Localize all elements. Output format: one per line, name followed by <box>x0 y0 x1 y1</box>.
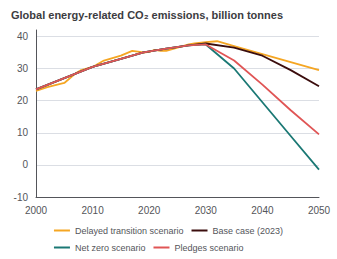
svg-text:30: 30 <box>17 63 29 74</box>
svg-text:10: 10 <box>17 127 29 138</box>
svg-text:2040: 2040 <box>251 205 274 216</box>
svg-text:2010: 2010 <box>81 205 104 216</box>
svg-text:40: 40 <box>17 31 29 42</box>
svg-text:Base case (2023): Base case (2023) <box>213 226 284 236</box>
svg-text:Delayed transition scenario: Delayed transition scenario <box>75 226 184 236</box>
svg-text:Pledges scenario: Pledges scenario <box>174 243 243 253</box>
svg-text:Net zero scenario: Net zero scenario <box>75 243 146 253</box>
svg-text:20: 20 <box>17 95 29 106</box>
svg-text:0: 0 <box>22 159 28 170</box>
svg-text:-10: -10 <box>14 192 29 203</box>
svg-text:Global energy-related CO₂ emis: Global energy-related CO₂ emissions, bil… <box>11 9 283 21</box>
svg-text:2000: 2000 <box>25 205 48 216</box>
svg-text:2050: 2050 <box>308 205 331 216</box>
svg-text:2020: 2020 <box>138 205 161 216</box>
svg-text:2030: 2030 <box>195 205 218 216</box>
